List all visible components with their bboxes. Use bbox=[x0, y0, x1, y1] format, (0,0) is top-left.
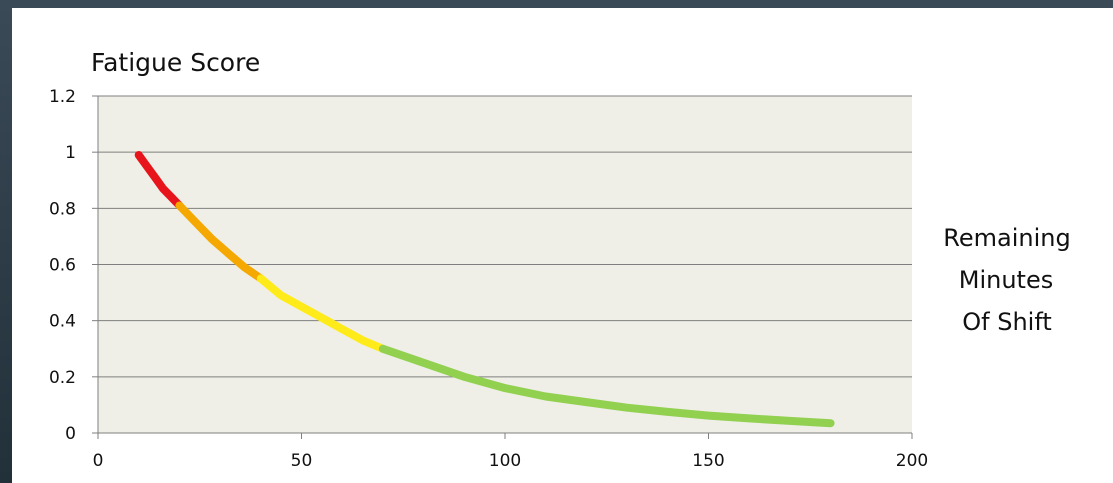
y-axis-title: Fatigue Score bbox=[91, 48, 260, 77]
y-tick-label: 0 bbox=[65, 424, 76, 444]
x-axis-title-line: Remaining bbox=[943, 224, 1070, 252]
y-tick-label: 1 bbox=[65, 143, 76, 163]
series-group bbox=[134, 151, 835, 428]
series-line-2 bbox=[175, 201, 265, 283]
y-tick-label: 0.6 bbox=[49, 256, 76, 276]
x-axis-title-line: Of Shift bbox=[962, 308, 1052, 336]
series-line-3 bbox=[256, 274, 387, 353]
x-axis-title-line: Minutes bbox=[959, 266, 1053, 294]
series-line-4 bbox=[378, 344, 835, 428]
y-tick-label: 0.2 bbox=[49, 368, 76, 388]
x-axis-title: Remaining Minutes Of Shift bbox=[943, 224, 1070, 336]
tick-labels: 0 0.2 0.4 0.6 0.8 1 1.2 0 50 100 150 200 bbox=[49, 87, 928, 471]
x-tick-label: 100 bbox=[489, 451, 521, 471]
series-line-1 bbox=[134, 151, 184, 210]
x-tick-label: 200 bbox=[896, 451, 928, 471]
x-tick-label: 150 bbox=[692, 451, 724, 471]
x-tick-label: 50 bbox=[291, 451, 313, 471]
y-tick-label: 0.8 bbox=[49, 199, 76, 219]
y-tick-label: 0.4 bbox=[49, 312, 76, 332]
axes bbox=[92, 95, 913, 439]
y-tick-label: 1.2 bbox=[49, 87, 76, 107]
x-tick-label: 0 bbox=[93, 451, 104, 471]
